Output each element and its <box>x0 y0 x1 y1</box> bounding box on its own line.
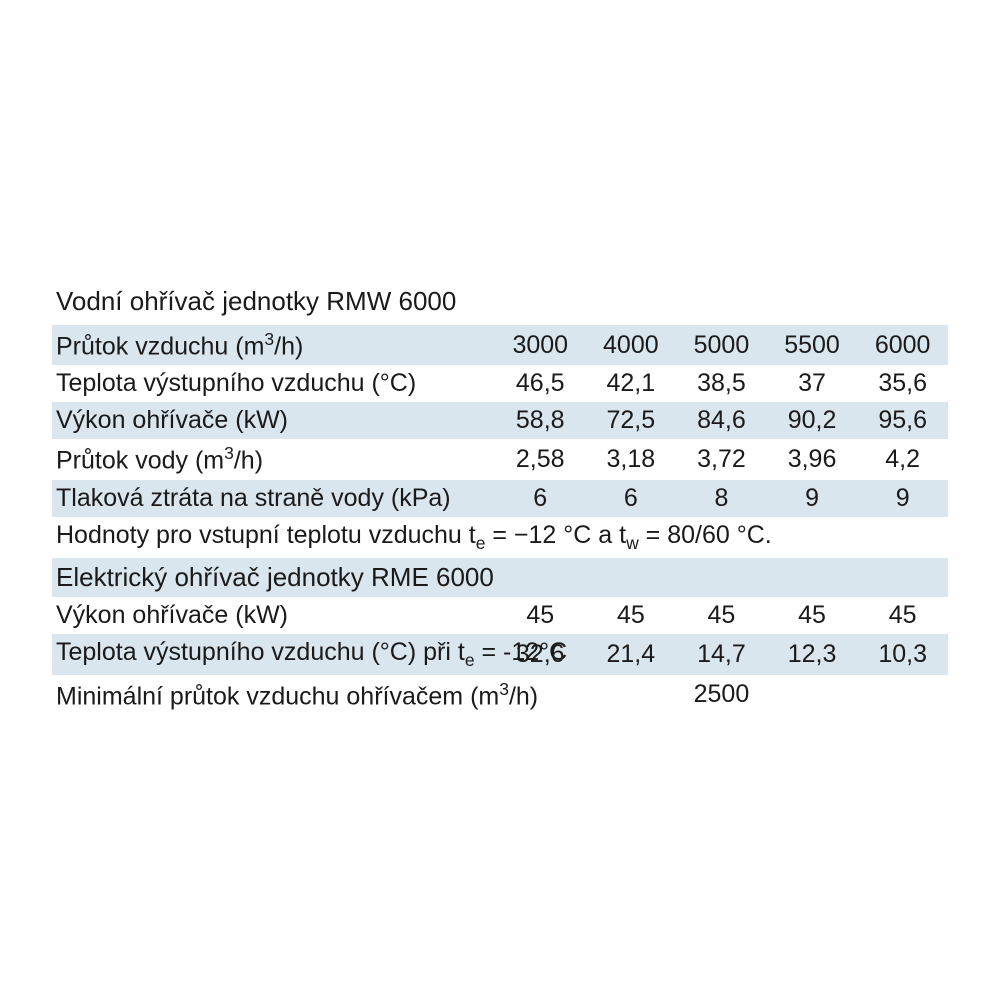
cell-value: 42,1 <box>586 365 677 402</box>
cell-value: 58,8 <box>495 402 586 439</box>
cell-value: 3,72 <box>676 439 767 479</box>
cell-value: 46,5 <box>495 365 586 402</box>
row-label: Výkon ohřívače (kW) <box>52 597 495 634</box>
cell-value: 9 <box>767 480 858 517</box>
cell-value: 3,18 <box>586 439 677 479</box>
cell-value: 45 <box>857 597 948 634</box>
cell-value: 3000 <box>495 325 586 365</box>
row-label: Teplota výstupního vzduchu (°C) při te =… <box>52 634 495 675</box>
cell-value: 3,96 <box>767 439 858 479</box>
cell-value: 45 <box>676 597 767 634</box>
cell-value: 5500 <box>767 325 858 365</box>
note-text: Hodnoty pro vstupní teplotu vzduchu te =… <box>52 517 948 558</box>
cell-value: 6 <box>495 480 586 517</box>
row-label: Průtok vzduchu (m3/h) <box>52 325 495 365</box>
table-row: Průtok vody (m3/h)2,583,183,723,964,2 <box>52 439 948 479</box>
cell-value: 37 <box>767 365 858 402</box>
cell-value: 8 <box>676 480 767 517</box>
cell-value: 4000 <box>586 325 677 365</box>
cell-value: 38,5 <box>676 365 767 402</box>
row-label: Teplota výstupního vzduchu (°C) <box>52 365 495 402</box>
table-row: Teplota výstupního vzduchu (°C) při te =… <box>52 634 948 675</box>
cell-value: 45 <box>767 597 858 634</box>
cell-value: 95,6 <box>857 402 948 439</box>
table-title: Vodní ohřívač jednotky RMW 6000 <box>52 280 948 325</box>
table-row: Tlaková ztráta na straně vody (kPa)66899 <box>52 480 948 517</box>
cell-value: 21,4 <box>586 634 677 675</box>
cell-value: 2500 <box>676 675 767 715</box>
table-row: Minimální průtok vzduchu ohřívačem (m3/h… <box>52 675 948 715</box>
cell-value: 12,3 <box>767 634 858 675</box>
section-header-row: Elektrický ohřívač jednotky RME 6000 <box>52 558 948 597</box>
cell-value: 90,2 <box>767 402 858 439</box>
cell-value: 9 <box>857 480 948 517</box>
row-label: Minimální průtok vzduchu ohřívačem (m3/h… <box>52 675 495 715</box>
table-row: Teplota výstupního vzduchu (°C)46,542,13… <box>52 365 948 402</box>
note-row: Hodnoty pro vstupní teplotu vzduchu te =… <box>52 517 948 558</box>
row-label: Průtok vody (m3/h) <box>52 439 495 479</box>
cell-value: 6000 <box>857 325 948 365</box>
cell-value: 72,5 <box>586 402 677 439</box>
cell-value: 45 <box>495 597 586 634</box>
cell-value <box>586 675 677 715</box>
table-row: Výkon ohřívače (kW)4545454545 <box>52 597 948 634</box>
cell-value: 4,2 <box>857 439 948 479</box>
table-row: Výkon ohřívače (kW)58,872,584,690,295,6 <box>52 402 948 439</box>
cell-value: 35,6 <box>857 365 948 402</box>
table-row: Průtok vzduchu (m3/h)3000400050005500600… <box>52 325 948 365</box>
cell-value: 84,6 <box>676 402 767 439</box>
heater-spec-table: Vodní ohřívač jednotky RMW 6000 Průtok v… <box>52 280 948 715</box>
data-table: Průtok vzduchu (m3/h)3000400050005500600… <box>52 325 948 715</box>
cell-value: 14,7 <box>676 634 767 675</box>
section-header-text: Elektrický ohřívač jednotky RME 6000 <box>52 558 948 597</box>
cell-value <box>767 675 858 715</box>
row-label: Výkon ohřívače (kW) <box>52 402 495 439</box>
cell-value <box>857 675 948 715</box>
cell-value: 6 <box>586 480 677 517</box>
cell-value: 2,58 <box>495 439 586 479</box>
row-label: Tlaková ztráta na straně vody (kPa) <box>52 480 495 517</box>
cell-value: 5000 <box>676 325 767 365</box>
cell-value: 45 <box>586 597 677 634</box>
cell-value: 10,3 <box>857 634 948 675</box>
